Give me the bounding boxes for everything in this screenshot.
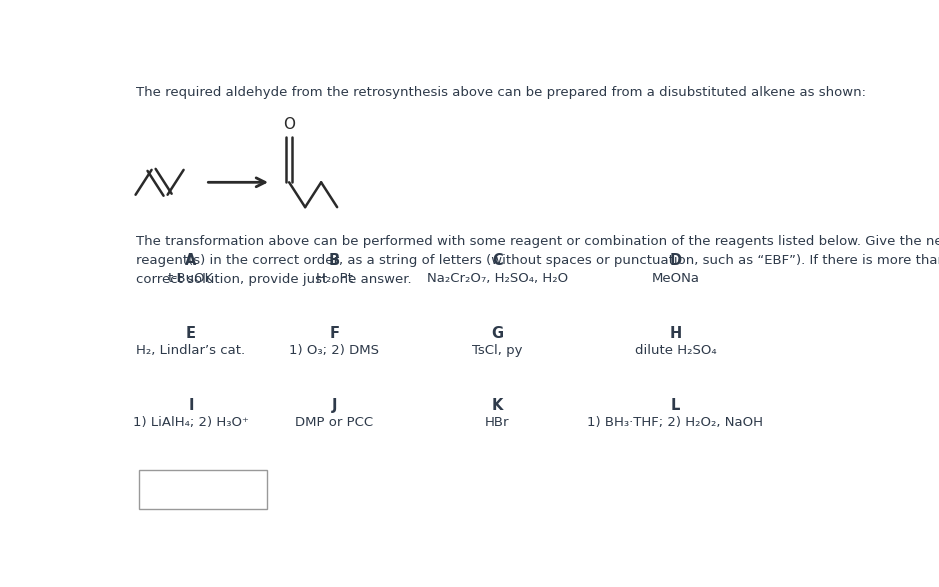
- Text: L: L: [670, 398, 680, 413]
- Text: J: J: [331, 398, 337, 413]
- Text: DMP or PCC: DMP or PCC: [295, 416, 374, 429]
- Text: The required aldehyde from the retrosynthesis above can be prepared from a disub: The required aldehyde from the retrosynt…: [135, 86, 866, 99]
- Text: H: H: [670, 326, 682, 341]
- Text: G: G: [491, 326, 503, 341]
- Text: A: A: [185, 254, 196, 268]
- FancyBboxPatch shape: [139, 470, 267, 509]
- Text: 1) BH₃·THF; 2) H₂O₂, NaOH: 1) BH₃·THF; 2) H₂O₂, NaOH: [588, 416, 763, 429]
- Text: 1) O₃; 2) DMS: 1) O₃; 2) DMS: [289, 344, 379, 357]
- Text: H₂, Lindlar’s cat.: H₂, Lindlar’s cat.: [136, 344, 246, 357]
- Text: t-BuOK: t-BuOK: [168, 272, 214, 285]
- Text: E: E: [186, 326, 196, 341]
- Text: C: C: [492, 254, 502, 268]
- Text: H₂, Pt: H₂, Pt: [316, 272, 353, 285]
- Text: D: D: [670, 254, 682, 268]
- Text: F: F: [330, 326, 339, 341]
- Text: HBr: HBr: [485, 416, 509, 429]
- Text: B: B: [329, 254, 340, 268]
- Text: K: K: [491, 398, 502, 413]
- Text: Na₂Cr₂O₇, H₂SO₄, H₂O: Na₂Cr₂O₇, H₂SO₄, H₂O: [426, 272, 568, 285]
- Text: TsCl, py: TsCl, py: [472, 344, 522, 357]
- Text: MeONa: MeONa: [652, 272, 700, 285]
- Text: dilute H₂SO₄: dilute H₂SO₄: [635, 344, 716, 357]
- Text: 1) LiAlH₄; 2) H₃O⁺: 1) LiAlH₄; 2) H₃O⁺: [133, 416, 249, 429]
- Text: O: O: [284, 117, 295, 132]
- Text: I: I: [188, 398, 193, 413]
- Text: The transformation above can be performed with some reagent or combination of th: The transformation above can be performe…: [135, 235, 939, 286]
